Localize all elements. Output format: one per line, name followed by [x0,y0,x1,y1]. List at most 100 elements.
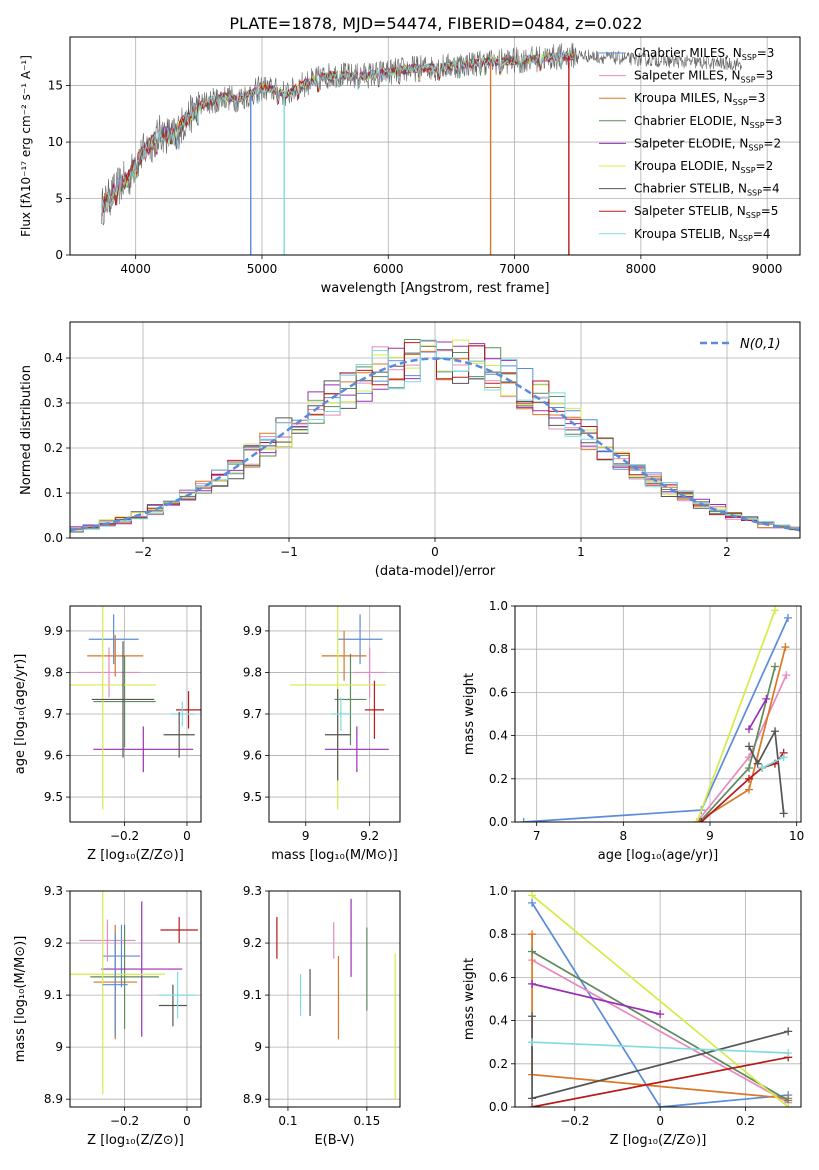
series-marker [782,671,791,680]
y-tick-label: 0.3 [44,396,63,410]
errorbar-point [88,614,139,665]
series-line [758,753,788,772]
x-tick-label: 0 [656,1114,664,1128]
series-marker [693,818,701,822]
errorbar-point [324,689,351,781]
y-tick-label: 0.4 [489,1014,508,1028]
series-marker [745,725,753,734]
y-tick-label: 0.0 [44,531,63,545]
x-tick-label: −0.2 [560,1114,589,1128]
x-tick-label: −1 [280,545,298,559]
series-path [531,1056,789,1107]
series-path [532,1041,789,1054]
series-marker [745,742,753,751]
series-path [531,959,789,1104]
y-tick-label: 0.6 [489,685,508,699]
panel-mass-vs-Z: −0.2 0 8.9 9 9.1 9.2 9.3 Z [log₁₀(Z/Z⊙)] mass [l… [13,884,202,1148]
series-path [761,756,785,769]
errorbar-point [176,691,201,729]
plot-area [70,606,201,810]
series-marker [528,930,537,939]
series-line [528,947,793,1105]
x-tick-label: 0 [183,1114,191,1128]
x-axis-label: Z [log₁₀(Z/Z⊙)] [87,1133,184,1148]
ticks: −2 −1 0 1 2 0.0 0.1 0.2 0.3 0.4 [44,351,731,559]
panel-residuals: −2 −1 0 1 2 0.0 0.1 0.2 0.3 0.4 (data-model)/error… [19,321,801,579]
figure-title: PLATE=1878, MJD=54474, FIBERID=0484, z=0… [229,14,642,33]
x-tick-label: 7000 [499,262,530,276]
grid [269,890,400,1107]
plot-area [276,898,396,1100]
x-axis-label: (data-model)/error [375,564,496,579]
series-marker [779,809,788,818]
legend-sub: SSP [742,53,757,62]
errorbar-point [70,891,166,1094]
series-marker [784,1027,793,1036]
series-marker [528,891,537,900]
series-marker [528,898,537,907]
legend-label: Kroupa ELODIE, NSSP=2 [634,159,773,175]
axes-frame [268,890,401,1108]
series-marker [656,1010,665,1019]
plot-area [70,891,198,1094]
legend-label: Kroupa MILES, NSSP=3 [634,91,765,107]
y-axis-label: Flux [fλ10⁻¹⁷ erg cm⁻² s⁻¹ A⁻¹] [19,55,33,237]
y-tick-label: 9.5 [243,790,262,804]
series-marker [771,606,779,615]
x-tick-label: 2 [723,545,731,559]
axes-frame [514,605,802,823]
x-tick-label: 0 [183,829,191,843]
y-tick-label: 8.9 [243,1092,262,1106]
legend-sub: SSP [746,211,761,220]
legend-label: N(0,1) [740,337,781,352]
series-marker [784,1049,793,1057]
legend-tail: =3 [756,69,774,83]
y-tick-label: 9.8 [243,665,262,679]
errorbar-point [70,606,156,810]
y-tick-label: 0.8 [489,927,508,941]
series-path [748,698,768,730]
plot-area [70,339,800,533]
legend-label: Chabrier MILES, NSSP=3 [634,46,774,62]
series-line [528,1038,793,1057]
x-axis-label: E(B-V) [314,1133,354,1148]
x-tick-label: 6000 [373,262,404,276]
ticks: 0.1 0.15 8.9 9 9.1 9.2 9.3 [243,884,380,1128]
series-line [528,891,793,1107]
plot-panels: 4000 5000 6000 7000 8000 9000051015wavelength… [13,36,804,1148]
errorbar-point [324,726,389,773]
x-tick-label: 0 [431,545,439,559]
legend-tail: =3 [757,46,775,60]
y-tick-label: 9 [55,1040,63,1054]
y-tick-label: 9.9 [44,624,63,638]
series-marker [528,979,537,988]
series-line [528,979,665,1019]
y-tick-label: 1.0 [489,599,508,613]
errorbar-point [87,635,144,677]
panel-age-vs-mass: 9 9.2 9.5 9.6 9.7 9.8 9.9 mass [log₁₀(M/M⊙)] [243,605,401,863]
plot-area [289,606,389,810]
ticks: 7 8 9 10 0.0 0.2 0.4 0.6 0.8 1.0 [489,599,804,843]
x-tick-label: 9000 [752,262,783,276]
errorbar-point [77,647,141,698]
series-marker [758,764,766,772]
series-marker [753,759,762,768]
series-marker [781,643,790,652]
legend-label: Salpeter MILES, NSSP=3 [634,69,773,85]
y-tick-label: 9.2 [243,936,262,950]
axes-frame [69,36,801,256]
x-axis-label: age [log₁₀(age/yr)] [598,848,719,863]
x-tick-label: 7 [533,829,541,843]
y-tick-label: 9.1 [243,988,262,1002]
x-tick-label: 9 [302,829,310,843]
series-marker [745,774,753,783]
x-tick-label: 1 [577,545,585,559]
y-tick-label: 9.7 [44,707,63,721]
series-line [745,727,788,818]
x-tick-label: −0.2 [110,829,139,843]
y-tick-label: 0.2 [44,441,63,455]
x-tick-label: 9 [706,829,714,843]
panel-mass-vs-ebv: 0.1 0.15 8.9 9 9.1 9.2 9.3 E(B-V) [243,884,401,1148]
legend-label: Kroupa STELIB, NSSP=4 [634,227,771,243]
series-line [693,671,791,822]
